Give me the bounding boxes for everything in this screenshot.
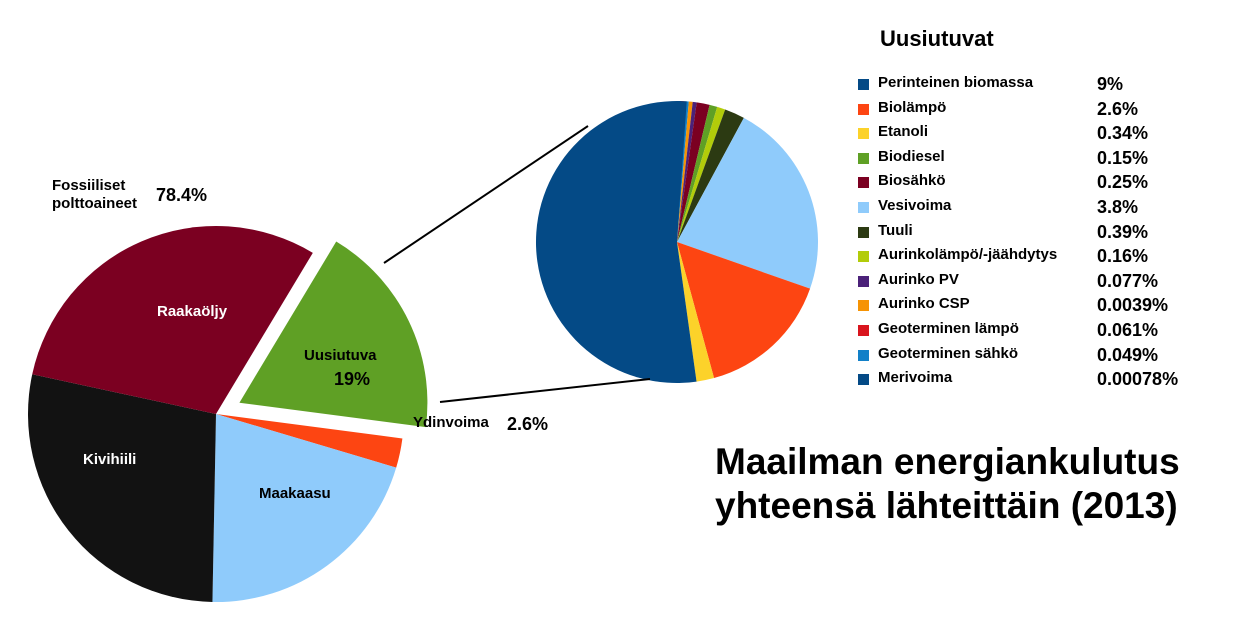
legend-item-aurinko-csp: Aurinko CSP 0.0039%	[858, 294, 1238, 319]
slice-value-ydinvoima: 2.6%	[507, 414, 549, 434]
legend-label: Perinteinen biomassa	[878, 74, 1034, 91]
legend-label: Geoterminen lämpö	[878, 319, 1019, 337]
legend-swatch	[858, 324, 869, 336]
legend-swatch	[858, 251, 869, 263]
legend-swatch	[858, 275, 869, 287]
legend-label: Aurinkolämpö/-jäähdytys	[878, 246, 1058, 264]
connector-line-bottom	[439, 378, 651, 403]
legend-item-aurinkolampo-jaahdytys: Aurinkolämpö/-jäähdytys 0.16%	[858, 245, 1238, 270]
renewables-slice-aurinkolampo-jaahdytys	[677, 106, 726, 242]
legend-value: 3.8%	[1097, 196, 1139, 217]
legend-item-vesivoima: Vesivoima 3.8%	[858, 196, 1238, 221]
fossil-group-label-line2: polttoaineet	[52, 195, 137, 212]
fossil-group-value: 78.4%	[156, 185, 208, 205]
pie-slice-raakaoljy	[32, 225, 313, 414]
slice-label-kivihiili: Kivihiili	[83, 451, 137, 468]
slice-value-uusiutuva: 19%	[334, 369, 371, 389]
legend-value: 0.049%	[1097, 344, 1159, 365]
legend-label: Biolämpö	[878, 98, 947, 116]
legend-value: 0.25%	[1097, 172, 1149, 193]
renewables-slice-biodiesel	[677, 104, 718, 242]
legend-label: Aurinko CSP	[878, 295, 970, 313]
chart-title-line2: yhteensä lähteittäin (2013)	[715, 485, 1178, 526]
legend-swatch	[858, 226, 869, 238]
legend-item-biolampo: Biolämpö 2.6%	[858, 98, 1238, 123]
renewables-slice-vesivoima	[677, 117, 819, 289]
legend-item-aurinko-pv: Aurinko PV 0.077%	[858, 270, 1238, 295]
renewables-pie	[535, 100, 819, 384]
legend-swatch	[858, 103, 869, 115]
chart-title-line1: Maailman energiankulutus	[715, 441, 1180, 482]
slice-label-raakaoljy: Raakaöljy	[157, 303, 228, 320]
legend-value: 0.0039%	[1097, 295, 1169, 316]
pie-slice-ydinvoima	[216, 414, 403, 468]
legend-item-biodiesel: Biodiesel 0.15%	[858, 147, 1238, 172]
connector-line-top	[383, 125, 589, 264]
legend-swatch	[858, 300, 869, 312]
legend-label: Etanoli	[878, 123, 929, 141]
legend-swatch	[858, 177, 869, 189]
renewables-slice-biolampo	[677, 242, 811, 379]
renewables-slice-geoterminen-sahko	[677, 101, 689, 242]
legend-swatch	[858, 349, 869, 361]
legend-item-etanoli: Etanoli 0.34%	[858, 122, 1238, 147]
renewables-slice-tuuli	[677, 109, 744, 243]
legend-title: Uusiutuvat	[880, 26, 994, 51]
legend-item-perinteinen-biomassa: Perinteinen biomassa 9%	[858, 73, 1238, 98]
renewables-slice-aurinko-csp	[677, 101, 693, 243]
legend-value: 0.00078%	[1097, 369, 1179, 390]
legend-value: 2.6%	[1097, 98, 1139, 119]
fossil-group-label-line1: Fossiiliset	[52, 177, 126, 194]
legend-label: Geoterminen sähkö	[878, 344, 1019, 362]
renewables-slice-perinteinen-biomassa	[535, 101, 697, 384]
legend-item-biosahko: Biosähkö 0.25%	[858, 171, 1238, 196]
pie-slice-maakaasu	[212, 414, 397, 603]
renewables-slice-etanoli	[677, 242, 715, 382]
legend-label: Biodiesel	[878, 147, 945, 165]
legend-item-merivoima: Merivoima 0.00078%	[858, 368, 1238, 393]
slice-label-uusiutuva: Uusiutuva	[304, 347, 377, 364]
legend-swatch	[858, 79, 869, 90]
chart-title: Maailman energiankulutus yhteensä lähtei…	[715, 440, 1180, 528]
legend-value: 0.061%	[1097, 319, 1159, 340]
legend-swatch	[858, 201, 869, 213]
legend-label: Aurinko PV	[878, 270, 959, 288]
main-pie	[27, 225, 428, 603]
legend-value: 0.39%	[1097, 221, 1149, 242]
legend-value: 9%	[1097, 74, 1124, 94]
legend-label: Tuuli	[878, 221, 913, 239]
legend-item-geoterminen-lampo: Geoterminen lämpö 0.061%	[858, 319, 1238, 344]
legend-swatch	[858, 128, 869, 140]
legend-value: 0.077%	[1097, 270, 1159, 291]
legend: Perinteinen biomassa 9% Biolämpö 2.6% Etanol…	[858, 73, 1238, 393]
pie-slice-uusiutuva	[239, 241, 428, 428]
legend-value: 0.34%	[1097, 123, 1149, 144]
legend-value: 0.15%	[1097, 147, 1149, 168]
legend-label: Merivoima	[878, 369, 953, 387]
legend-swatch	[858, 152, 869, 164]
legend-swatch	[858, 374, 869, 386]
renewables-slice-aurinko-pv	[677, 101, 697, 242]
legend-item-tuuli: Tuuli 0.39%	[858, 221, 1238, 246]
legend-label: Vesivoima	[878, 196, 952, 214]
legend-value: 0.16%	[1097, 246, 1149, 267]
legend-label: Biosähkö	[878, 172, 946, 190]
legend-item-geoterminen-sahko: Geoterminen sähkö 0.049%	[858, 344, 1238, 369]
pie-slice-kivihiili	[27, 374, 217, 602]
slice-label-maakaasu: Maakaasu	[259, 485, 331, 502]
slice-label-ydinvoima: Ydinvoima	[413, 414, 489, 431]
renewables-slice-biosahko	[677, 102, 710, 242]
